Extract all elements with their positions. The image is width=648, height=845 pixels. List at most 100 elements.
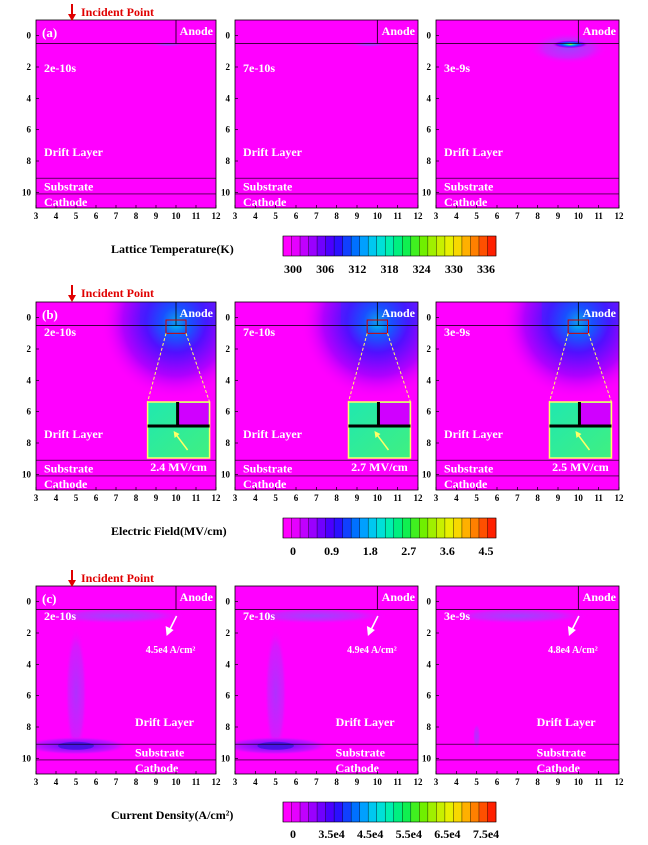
y-tick-label: 8 <box>27 156 32 166</box>
y-tick-label: 2 <box>27 344 32 354</box>
colorbar-swatch <box>453 236 463 256</box>
x-tick-label: 7 <box>314 211 319 221</box>
x-tick-label: 12 <box>414 777 424 787</box>
plot-area <box>235 302 418 490</box>
colorbar-swatch <box>478 236 488 256</box>
cathode-label: Cathode <box>444 477 488 491</box>
drift-label: Drift Layer <box>135 715 195 729</box>
x-tick-label: 3 <box>233 211 238 221</box>
panel-2-1: Anode 7e-10s Drift Layer Substrate Cathode 4.… <box>221 585 424 787</box>
colorbar-title: Current Density(A/cm²) <box>111 808 233 822</box>
anode-label: Anode <box>180 24 214 38</box>
colorbar-swatch <box>478 518 488 538</box>
y-tick-label: 10 <box>22 187 32 197</box>
colorbar-swatch <box>419 802 429 822</box>
zoom-pointer-head <box>575 431 582 438</box>
y-tick-label: 0 <box>27 31 32 41</box>
colorbar-swatch <box>427 518 437 538</box>
colorbar-swatch <box>342 236 352 256</box>
x-tick-label: 7 <box>515 493 520 503</box>
y-tick-label: 4 <box>226 659 231 669</box>
panel-0-2: Anode 3e-9s Drift Layer Substrate Cathode 3 4 5… <box>422 19 624 221</box>
plot-frame <box>234 19 419 209</box>
x-tick-label: 9 <box>556 493 561 503</box>
colorbar-tick-label: 4.5e4 <box>357 827 383 841</box>
cathode-label: Cathode <box>135 761 179 775</box>
x-tick-label: 11 <box>594 777 603 787</box>
x-tick-label: 5 <box>74 493 79 503</box>
time-label: 3e-9s <box>444 609 470 623</box>
peak-field-label: 2.7 MV/cm <box>351 460 408 474</box>
x-tick-label: 4 <box>253 493 258 503</box>
colorbar-swatch <box>385 802 395 822</box>
plot-frame <box>435 585 620 775</box>
x-tick-label: 6 <box>294 777 299 787</box>
zoom-inset-anode <box>579 403 611 425</box>
y-tick-label: 0 <box>27 597 32 607</box>
drift-label: Drift Layer <box>336 715 396 729</box>
incident-label: Incident Point <box>81 571 154 585</box>
x-tick-label: 11 <box>393 211 402 221</box>
zoom-line <box>147 333 167 403</box>
x-tick-label: 8 <box>334 493 339 503</box>
colorbar-swatch <box>283 236 292 256</box>
y-tick-label: 4 <box>226 375 231 385</box>
field-surface <box>541 302 619 326</box>
colorbar-swatch <box>444 802 454 822</box>
cathode-label: Cathode <box>44 477 88 491</box>
colorbar-tick-label: 312 <box>348 262 366 276</box>
peak-arrow-head <box>366 626 375 636</box>
colorbar-swatch <box>351 518 360 538</box>
anode-label: Anode <box>583 306 617 320</box>
drift-label: Drift Layer <box>44 145 104 159</box>
panel-tag: (b) <box>42 307 58 322</box>
colorbar-swatch <box>300 802 309 822</box>
hot-spot <box>151 42 185 47</box>
y-tick-label: 6 <box>226 691 231 701</box>
y-tick-label: 8 <box>226 722 231 732</box>
peak-arrow-head <box>567 626 576 636</box>
y-tick-label: 2 <box>27 62 32 72</box>
time-label: 7e-10s <box>243 609 275 623</box>
x-tick-label: 7 <box>114 493 119 503</box>
colorbar-swatch <box>385 236 395 256</box>
anode-label: Anode <box>382 306 416 320</box>
x-tick-label: 9 <box>556 211 561 221</box>
colorbar-swatch <box>436 236 446 256</box>
panel-0-1: Anode 7e-10s Drift Layer Substrate Cathode 3 4… <box>221 19 423 221</box>
colorbar-swatch <box>359 236 369 256</box>
x-tick-label: 5 <box>474 493 479 503</box>
substrate-label: Substrate <box>243 179 293 193</box>
x-tick-label: 9 <box>154 211 159 221</box>
colorbar-swatch <box>444 518 454 538</box>
x-tick-label: 4 <box>54 777 59 787</box>
x-tick-label: 5 <box>273 493 278 503</box>
plot-frame <box>35 301 217 491</box>
panel-1-0: Anode 2e-10s Drift Layer Substrate Cathode (b… <box>22 301 221 503</box>
colorbar-swatch <box>461 518 471 538</box>
colorbar-swatch <box>334 802 343 822</box>
colorbar-swatch <box>291 236 301 256</box>
x-tick-label: 8 <box>134 211 139 221</box>
y-tick-label: 8 <box>427 438 432 448</box>
y-tick-label: 6 <box>427 125 432 135</box>
colorbar-swatch <box>325 236 335 256</box>
current-surface <box>44 607 188 624</box>
x-tick-label: 8 <box>535 777 540 787</box>
zoom-inset-anode <box>378 403 410 425</box>
y-tick-label: 2 <box>226 62 231 72</box>
x-tick-label: 11 <box>192 777 201 787</box>
y-tick-label: 4 <box>427 375 432 385</box>
x-tick-label: 6 <box>495 493 500 503</box>
time-label: 2e-10s <box>44 325 76 339</box>
plot-frame <box>435 301 620 491</box>
colorbar-swatch <box>283 802 292 822</box>
y-tick-label: 6 <box>226 125 231 135</box>
cathode-label: Cathode <box>243 477 287 491</box>
y-tick-label: 4 <box>226 93 231 103</box>
anode-label: Anode <box>180 590 214 604</box>
colorbar-tick-label: 6.5e4 <box>434 827 460 841</box>
y-tick-label: 0 <box>427 31 432 41</box>
y-tick-label: 6 <box>27 125 32 135</box>
